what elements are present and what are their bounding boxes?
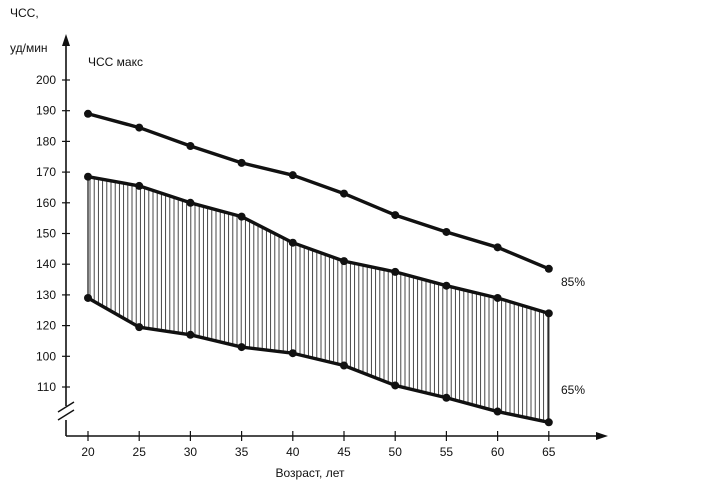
y-tick-label: 140 xyxy=(36,257,56,271)
y-tick-label: 110 xyxy=(37,380,56,394)
data-point xyxy=(186,330,195,339)
data-point xyxy=(186,198,195,207)
x-tick-label: 55 xyxy=(440,445,454,459)
x-tick-label: 35 xyxy=(235,445,249,459)
x-axis-arrow-icon xyxy=(596,432,608,440)
data-point xyxy=(135,181,144,190)
series-lines xyxy=(87,112,550,424)
y-axis-title-line1: ЧСС, xyxy=(10,6,39,20)
y-tick-label: 190 xyxy=(36,104,56,118)
series-label-65: 65% xyxy=(561,383,585,397)
y-tick-label: 130 xyxy=(36,288,56,302)
data-point xyxy=(84,293,92,302)
data-point xyxy=(84,109,92,118)
shaded-band xyxy=(87,176,550,423)
data-point xyxy=(442,227,451,236)
x-tick-label: 25 xyxy=(133,445,147,459)
x-tick-label: 45 xyxy=(337,445,351,459)
y-tick-label: 120 xyxy=(36,319,56,333)
axis-break-mark xyxy=(57,409,75,421)
data-point xyxy=(237,343,246,352)
data-point xyxy=(391,211,400,220)
data-point xyxy=(493,407,502,416)
y-tick-label: 180 xyxy=(36,134,56,148)
series-label-85: 85% xyxy=(561,275,585,289)
y-tick-label: 150 xyxy=(36,227,56,241)
data-point xyxy=(340,361,348,370)
y-tick-label: 100 xyxy=(36,349,56,363)
tick-marks xyxy=(62,79,550,441)
x-tick-label: 20 xyxy=(81,445,95,459)
x-tick-label: 40 xyxy=(286,445,300,459)
y-axis-title-line2: уд/мин xyxy=(10,41,48,55)
x-axis-title: Возраст, лет xyxy=(276,466,346,480)
data-point xyxy=(237,158,246,167)
data-point xyxy=(340,257,348,266)
y-tick-label: 170 xyxy=(36,165,56,179)
series-line-1 xyxy=(87,175,550,315)
x-tick-label: 65 xyxy=(542,445,556,459)
y-tick-label: 200 xyxy=(36,73,56,87)
data-point xyxy=(493,243,502,252)
tick-labels: 110 100 120 130 140 150 160 170 180 190 200 20 25 30 3… xyxy=(36,73,556,459)
data-point xyxy=(135,123,144,132)
series-label-max: ЧСС макс xyxy=(88,55,143,69)
data-point xyxy=(84,172,92,181)
x-tick-label: 30 xyxy=(184,445,198,459)
data-point xyxy=(442,281,451,290)
axis-break-mark xyxy=(57,401,75,413)
data-point xyxy=(288,238,297,247)
data-point xyxy=(391,381,400,390)
data-point xyxy=(237,212,246,221)
x-tick-label: 50 xyxy=(389,445,403,459)
data-point xyxy=(135,323,144,332)
data-point xyxy=(288,171,297,180)
data-point xyxy=(391,267,400,276)
data-point xyxy=(544,418,553,427)
y-tick-label: 160 xyxy=(36,196,56,210)
data-point xyxy=(186,142,195,151)
data-point xyxy=(288,349,297,358)
data-point xyxy=(544,264,553,273)
series-line-2 xyxy=(87,296,550,424)
data-point xyxy=(442,393,451,402)
data-point xyxy=(340,189,348,198)
series-points xyxy=(84,109,553,427)
y-axis-arrow-icon xyxy=(62,34,70,46)
x-tick-label: 60 xyxy=(491,445,505,459)
data-point xyxy=(493,293,502,302)
axes xyxy=(57,34,608,440)
series-line-0 xyxy=(87,112,550,271)
data-point xyxy=(544,309,553,318)
